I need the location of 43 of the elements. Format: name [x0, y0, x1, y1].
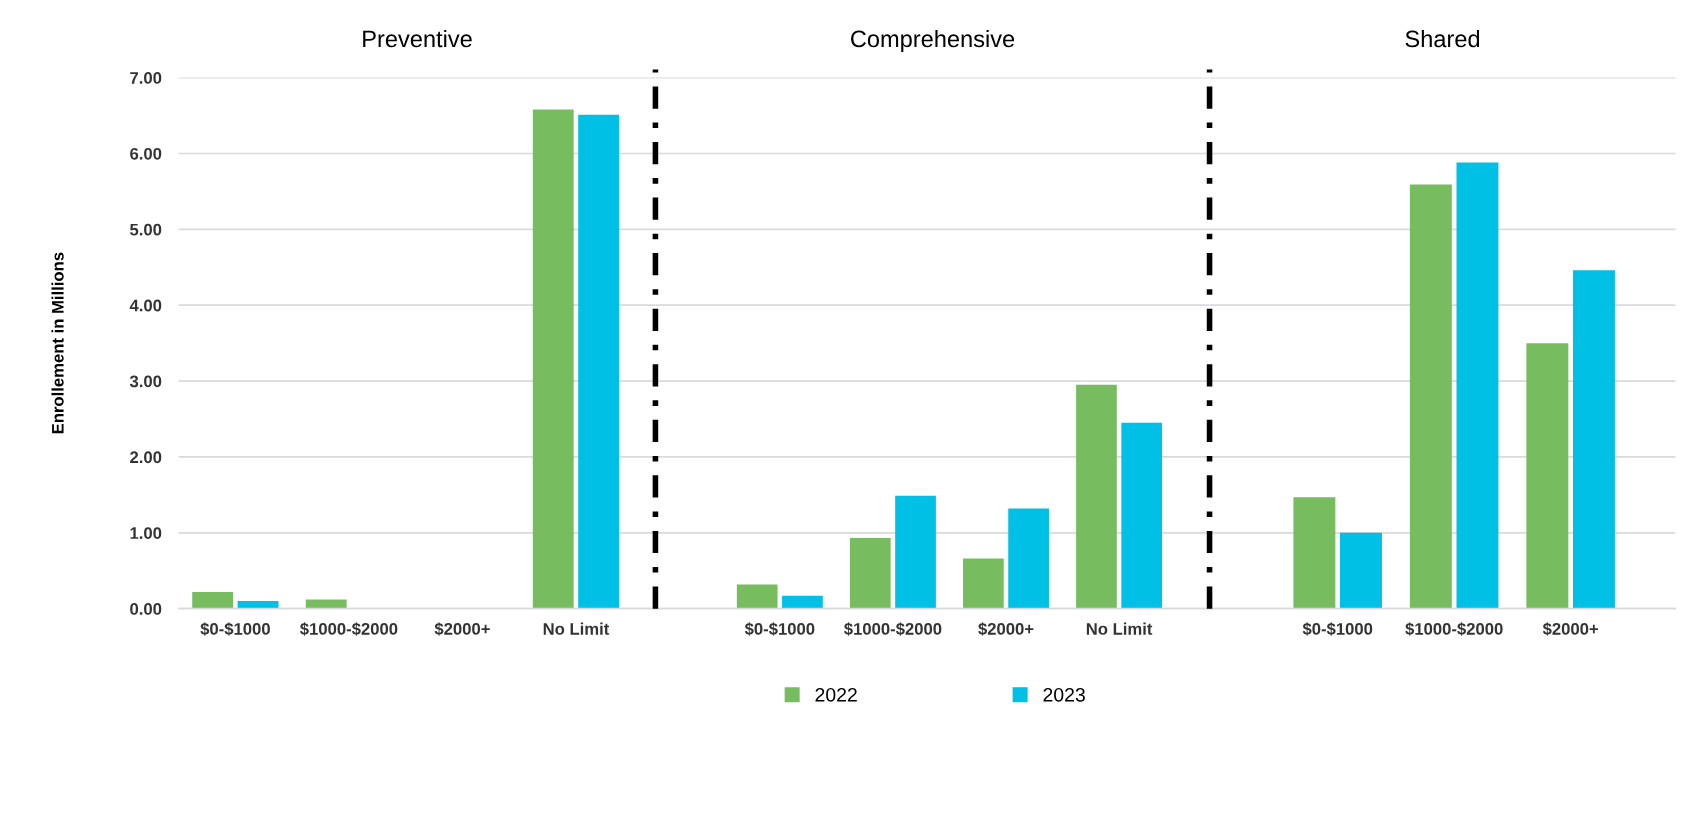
bar — [1293, 497, 1336, 609]
x-tick-label: $2000+ — [1542, 622, 1599, 636]
bar — [1008, 508, 1049, 609]
y-tick-label: 2.00 — [130, 451, 162, 464]
bar — [963, 558, 1004, 609]
bar — [1409, 184, 1452, 609]
y-tick-label: 5.00 — [130, 223, 162, 236]
y-tick-label: 7.00 — [130, 72, 162, 84]
bar — [237, 601, 279, 609]
bar — [1456, 162, 1499, 609]
y-tick-label: 6.00 — [130, 147, 162, 160]
y-tick-label: 3.00 — [129, 375, 162, 388]
bar — [1076, 384, 1117, 609]
legend-label: 2023 — [1043, 687, 1085, 702]
bar — [1340, 532, 1382, 609]
y-tick-label: 1.00 — [130, 527, 162, 539]
y-tick-label: 4.00 — [129, 299, 162, 312]
x-tick-label: $2000+ — [434, 622, 490, 636]
x-tick-label: $1000-$2000 — [1405, 622, 1503, 636]
bar — [192, 591, 234, 609]
legend-label: 2022 — [815, 687, 857, 702]
x-tick-label: $1000-$2000 — [300, 622, 398, 636]
x-tick-label: No Limit — [1086, 622, 1153, 635]
bar — [532, 109, 574, 609]
chart-title: Preventive — [363, 29, 472, 48]
x-tick-label: $1000-$2000 — [844, 622, 942, 636]
bar — [1572, 270, 1615, 609]
bar — [782, 595, 823, 609]
y-axis-title: Enrollement in Millions — [51, 252, 64, 434]
chart-title: Comprehensive — [851, 29, 1015, 52]
bar — [1526, 343, 1569, 609]
x-tick-label: No Limit — [543, 622, 610, 635]
x-tick-label: $0-$1000 — [1302, 622, 1373, 636]
bar — [895, 495, 936, 609]
x-tick-label: $0-$1000 — [200, 622, 270, 636]
bar — [578, 114, 620, 609]
x-tick-label: $2000+ — [978, 622, 1034, 636]
bar — [849, 538, 891, 609]
chart-title: Shared — [1405, 29, 1480, 48]
bar — [736, 584, 778, 609]
bar — [1121, 422, 1163, 609]
y-tick-label: 0.00 — [130, 603, 162, 615]
x-tick-label: $0-$1000 — [744, 622, 815, 636]
